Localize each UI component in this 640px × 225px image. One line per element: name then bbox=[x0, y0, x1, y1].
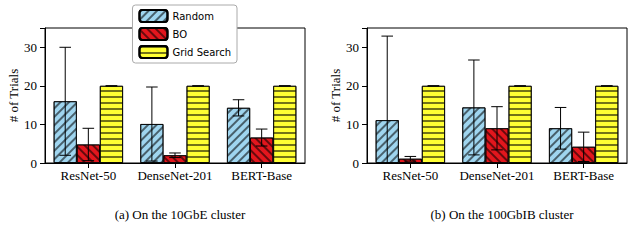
svg-text:ResNet-50: ResNet-50 bbox=[61, 168, 117, 183]
svg-text:# of Trials: # of Trials bbox=[328, 69, 343, 122]
svg-text:20: 20 bbox=[346, 78, 359, 93]
svg-text:BERT-Base: BERT-Base bbox=[231, 168, 292, 183]
svg-text:BO: BO bbox=[172, 29, 187, 40]
svg-text:30: 30 bbox=[346, 40, 359, 55]
svg-text:Grid Search: Grid Search bbox=[172, 47, 231, 58]
svg-text:# of Trials: # of Trials bbox=[6, 69, 21, 122]
svg-text:DenseNet-201: DenseNet-201 bbox=[459, 168, 534, 183]
svg-text:0: 0 bbox=[31, 156, 38, 171]
svg-text:(b) On the 100GbIB cluster: (b) On the 100GbIB cluster bbox=[431, 207, 575, 222]
svg-text:20: 20 bbox=[24, 78, 37, 93]
svg-text:(a) On the 10GbE cluster: (a) On the 10GbE cluster bbox=[115, 207, 246, 222]
svg-text:10: 10 bbox=[346, 117, 359, 132]
svg-text:DenseNet-201: DenseNet-201 bbox=[137, 168, 212, 183]
svg-text:0: 0 bbox=[353, 156, 360, 171]
svg-text:BERT-Base: BERT-Base bbox=[553, 168, 614, 183]
svg-text:ResNet-50: ResNet-50 bbox=[383, 168, 439, 183]
svg-text:10: 10 bbox=[24, 117, 37, 132]
svg-text:Random: Random bbox=[172, 11, 213, 22]
svg-text:30: 30 bbox=[24, 40, 37, 55]
